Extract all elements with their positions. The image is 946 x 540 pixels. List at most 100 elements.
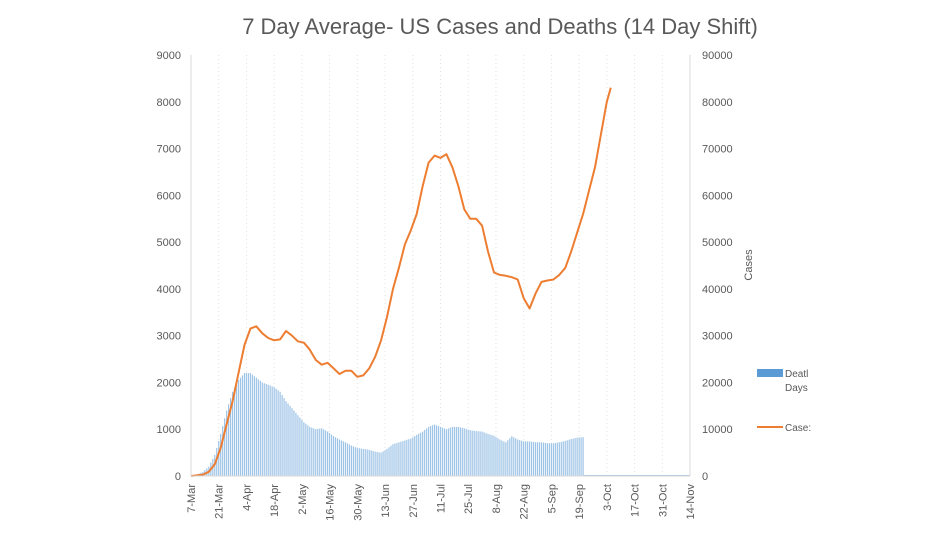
death-bar <box>495 437 497 476</box>
x-tick-label: 25-Jul <box>463 484 475 514</box>
death-bar <box>338 439 341 476</box>
death-bar <box>540 442 543 476</box>
death-bar <box>384 450 386 476</box>
x-tick-label: 27-Jun <box>408 484 420 518</box>
death-bar <box>263 383 265 476</box>
x-tick-label: 4-Apr <box>241 484 253 511</box>
death-bar <box>356 447 358 476</box>
death-bar <box>222 426 224 476</box>
death-bar <box>552 443 554 476</box>
death-bar <box>279 391 281 476</box>
death-bar <box>523 441 525 476</box>
left-tick-label: 1000 <box>157 424 181 436</box>
death-bar <box>277 390 279 476</box>
death-bar <box>376 451 378 476</box>
death-bar <box>350 445 352 476</box>
death-bar <box>544 442 547 476</box>
death-bar <box>445 429 448 476</box>
x-tick-label: 19-Sep <box>574 484 586 519</box>
left-tick-label: 7000 <box>157 144 181 156</box>
left-tick-label: 4000 <box>157 284 181 296</box>
death-bar <box>497 438 499 476</box>
right-tick-label: 40000 <box>702 284 733 296</box>
death-bar <box>447 428 450 476</box>
death-bar <box>247 373 250 476</box>
death-bar <box>574 438 576 476</box>
right-axis-title: Cases <box>743 249 755 281</box>
death-bar <box>319 428 321 476</box>
death-bar <box>503 441 505 476</box>
death-bar <box>513 437 515 476</box>
right-tick-label: 50000 <box>702 237 733 249</box>
x-tick-label: 30-May <box>352 484 364 521</box>
death-bar <box>483 432 485 476</box>
x-tick-label: 3-Oct <box>602 484 614 511</box>
death-bar <box>303 422 305 476</box>
right-tick-label: 30000 <box>702 331 733 343</box>
legend-cases-label: Case: <box>785 423 811 434</box>
death-bar <box>336 438 339 476</box>
death-bar <box>364 449 366 476</box>
death-bar <box>315 429 317 476</box>
right-tick-label: 70000 <box>702 144 733 156</box>
death-bar <box>536 442 539 476</box>
death-bar <box>459 427 461 476</box>
death-bar <box>218 440 220 476</box>
death-bar <box>241 375 244 476</box>
death-bar <box>283 398 285 476</box>
death-bar <box>348 444 351 476</box>
x-tick-label: 14-Nov <box>685 484 697 520</box>
death-bar <box>477 431 479 476</box>
death-bar <box>534 442 537 476</box>
death-bar <box>426 428 428 476</box>
x-tick-label: 22-Aug <box>519 484 531 519</box>
death-bar <box>372 451 374 476</box>
death-bar <box>542 442 545 476</box>
death-bar <box>295 412 297 476</box>
death-bar <box>485 433 487 476</box>
death-bar <box>538 442 541 476</box>
death-bar <box>243 373 246 476</box>
death-bar <box>329 433 331 476</box>
death-bar <box>546 443 549 476</box>
death-bar <box>291 408 293 476</box>
death-bar <box>433 424 436 476</box>
left-tick-label: 8000 <box>157 97 181 109</box>
death-bar <box>293 410 295 476</box>
death-bar <box>396 442 398 476</box>
death-bar <box>507 440 509 476</box>
death-bar <box>332 436 335 476</box>
death-bar <box>443 428 446 476</box>
death-bar <box>410 438 412 476</box>
death-bar <box>451 426 453 476</box>
death-bar <box>509 438 511 476</box>
death-bar <box>414 436 416 476</box>
death-bar <box>305 423 307 476</box>
death-bar <box>467 429 469 476</box>
x-tick-label: 8-Aug <box>491 484 503 513</box>
death-bar <box>360 448 362 476</box>
death-bar <box>323 429 325 476</box>
death-bar <box>554 442 556 476</box>
death-bar <box>392 444 394 476</box>
death-bar <box>311 427 313 476</box>
death-bar <box>233 387 236 476</box>
death-bar <box>235 384 238 476</box>
death-bar <box>366 449 368 476</box>
death-bar <box>441 427 444 476</box>
death-bar <box>362 448 364 476</box>
death-bar <box>344 442 347 476</box>
death-bar <box>570 439 572 476</box>
x-tick-label: 5-Sep <box>546 484 558 513</box>
death-bar <box>511 436 513 476</box>
death-bar <box>428 426 430 476</box>
left-tick-label: 9000 <box>157 50 181 62</box>
death-bar <box>261 382 263 476</box>
death-bar <box>404 440 406 476</box>
death-bar <box>251 374 253 476</box>
death-bar <box>313 428 315 476</box>
death-bar <box>275 388 277 476</box>
death-bar <box>245 373 248 476</box>
death-bar <box>505 442 507 476</box>
death-bar <box>564 440 566 476</box>
